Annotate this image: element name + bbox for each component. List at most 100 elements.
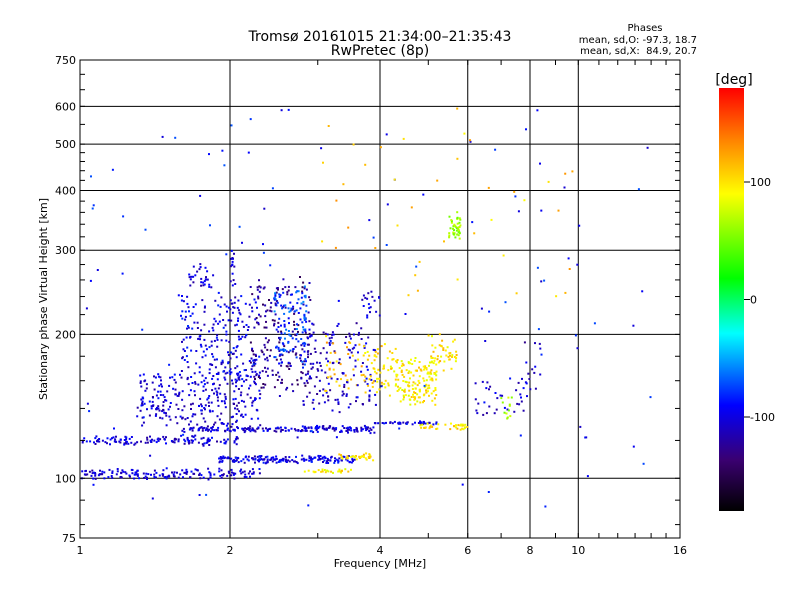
data-point [111,472,114,474]
data-point [356,384,359,387]
data-point [462,428,465,431]
data-point [296,436,299,439]
data-point [198,474,201,476]
data-point [274,293,277,296]
data-point [255,355,257,357]
data-point [279,336,282,339]
data-point [360,370,363,373]
data-point [204,266,207,269]
data-point [345,430,348,432]
colorbar-tick-label: 0 [750,294,757,307]
x-tick-label: 10 [571,544,585,557]
data-point [258,472,261,475]
data-point [235,379,238,382]
data-point [366,297,369,300]
data-point [254,461,256,464]
data-point [300,302,303,305]
data-point [456,222,459,225]
data-point [175,438,178,441]
data-point [155,476,157,479]
data-point [293,310,296,313]
data-point [244,369,247,371]
data-point [383,364,386,367]
data-point [177,294,180,297]
data-point [230,302,233,305]
data-point [233,403,235,405]
data-point [196,327,199,329]
data-point [403,388,406,391]
data-point [227,319,230,322]
data-point [274,427,277,430]
data-point [368,219,371,222]
data-point [158,375,160,378]
data-point [297,312,300,314]
data-point [360,365,363,368]
data-point [284,306,287,309]
data-point [352,333,355,336]
data-point [283,325,286,328]
x-tick-label: 1 [77,544,84,557]
data-point [378,314,381,317]
data-point [362,294,365,297]
data-point [402,421,405,424]
data-point [391,422,394,425]
data-point [578,224,581,227]
data-point [141,424,144,427]
data-point [194,413,197,416]
data-point [146,478,148,480]
data-point [328,367,331,370]
data-point [296,323,298,326]
data-point [494,148,497,151]
data-point [454,224,457,227]
data-point [303,287,306,290]
data-point [287,285,290,288]
data-point [191,415,194,418]
data-point [429,378,432,381]
data-point [324,456,327,459]
data-point [229,299,232,302]
data-point [266,341,269,344]
data-point [278,295,281,298]
data-point [224,378,227,381]
data-point [262,243,264,246]
data-point [362,453,365,456]
data-point [162,409,165,412]
data-point [173,441,176,444]
data-point [393,420,396,423]
data-point [96,269,99,271]
data-point [322,394,325,397]
data-point [227,362,230,365]
data-point [275,300,278,302]
data-point [202,436,205,439]
data-point [216,391,219,394]
data-point [409,377,411,380]
data-point [301,286,304,289]
data-point [204,344,207,347]
data-point [242,362,245,365]
data-point [430,392,433,395]
data-point [201,427,204,430]
data-point [253,380,256,383]
data-point [119,438,122,441]
data-point [489,385,492,388]
data-point [410,396,413,398]
data-point [258,313,260,316]
data-point [496,397,499,400]
data-point [196,469,199,472]
data-point [148,400,151,403]
data-point [466,426,469,428]
data-point [266,359,269,362]
data-point [215,373,218,375]
data-point [153,476,156,478]
data-point [373,359,376,362]
data-point [424,366,426,369]
data-point [123,442,126,445]
data-point [287,108,290,111]
data-point [190,439,193,442]
data-point [303,313,306,316]
data-point [395,383,397,386]
data-point [436,427,439,430]
data-point [230,425,233,428]
data-point [395,360,398,363]
data-point [408,389,411,392]
